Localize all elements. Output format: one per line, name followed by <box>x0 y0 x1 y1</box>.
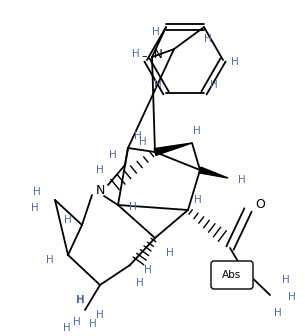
Text: Abs: Abs <box>222 270 242 280</box>
Polygon shape <box>199 167 228 178</box>
Text: O: O <box>255 199 265 211</box>
Text: H: H <box>139 137 147 147</box>
Text: –: – <box>141 51 147 61</box>
FancyBboxPatch shape <box>211 261 253 289</box>
Text: H: H <box>89 319 97 329</box>
Text: H: H <box>144 265 152 275</box>
Text: H: H <box>96 310 104 320</box>
Text: H: H <box>76 295 84 305</box>
Text: H: H <box>288 292 296 302</box>
Text: H: H <box>152 27 160 37</box>
Text: H: H <box>109 150 117 160</box>
Text: H: H <box>129 202 137 212</box>
Text: H: H <box>46 255 54 265</box>
Text: H: H <box>282 275 290 285</box>
Text: H: H <box>274 308 282 318</box>
Text: H: H <box>194 195 202 205</box>
Text: H: H <box>204 34 212 44</box>
Text: H: H <box>238 175 246 185</box>
Text: N: N <box>154 48 162 60</box>
Text: H: H <box>166 248 174 258</box>
Text: N: N <box>95 183 105 197</box>
Text: H: H <box>96 165 104 175</box>
Text: H: H <box>136 278 144 288</box>
Text: H: H <box>33 187 41 197</box>
Text: H: H <box>193 126 201 136</box>
Text: H: H <box>31 203 39 213</box>
Text: H: H <box>154 80 162 90</box>
Text: H: H <box>73 317 81 327</box>
Text: H: H <box>210 80 218 90</box>
Text: H: H <box>134 131 142 141</box>
Text: H: H <box>63 323 71 333</box>
Text: H: H <box>64 215 72 225</box>
Text: H: H <box>231 57 239 67</box>
Polygon shape <box>154 143 192 156</box>
Text: H: H <box>132 49 140 59</box>
